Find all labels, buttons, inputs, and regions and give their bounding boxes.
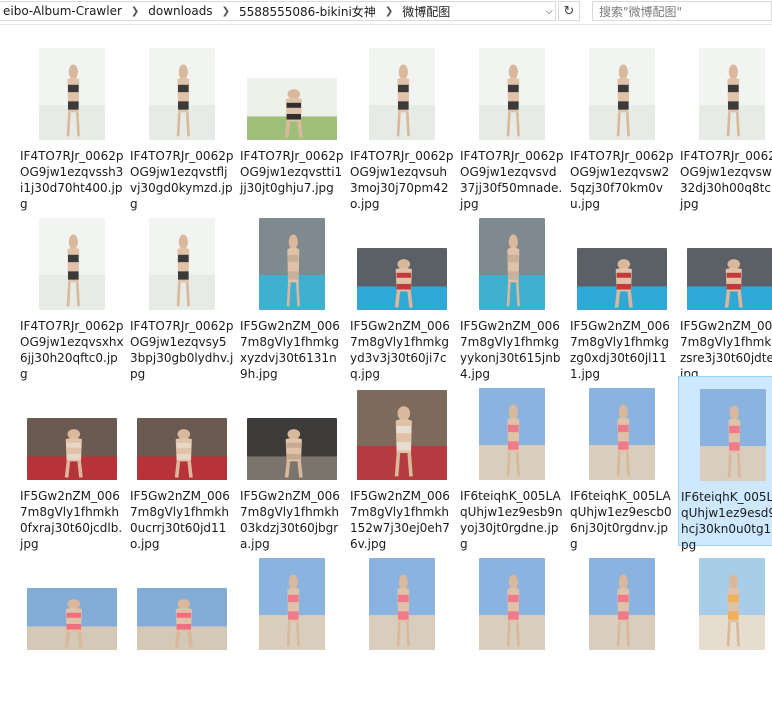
file-name: IF4TO7RJr_0062pOG9jw1ezqvstti1jj30jt0ghj…	[240, 149, 344, 195]
breadcrumb-item[interactable]: eibo-Album-Crawler	[3, 4, 122, 18]
image-thumbnail[interactable]	[39, 48, 105, 140]
file-name: IF4TO7RJr_0062pOG9jw1ezqvsvd37jj30f50mna…	[460, 149, 564, 211]
image-thumbnail[interactable]	[479, 558, 545, 650]
image-thumbnail[interactable]	[149, 218, 215, 310]
file-name: IF5Gw2nZM_0067m8gVly1fhmkgzsre3j30t60jdt…	[680, 319, 772, 381]
file-item[interactable]: IF4TO7RJr_0062pOG9jw1ezqvstti1jj30jt0ghj…	[238, 36, 346, 206]
file-grid: IF4TO7RJr_0062pOG9jw1ezqvssh3i1j30d70ht4…	[0, 24, 772, 650]
image-thumbnail[interactable]	[27, 418, 117, 480]
file-name: IF4TO7RJr_0062pOG9jw1ezqvsy53bpj30gb0lyd…	[130, 319, 234, 381]
file-item[interactable]: IF4TO7RJr_0062pOG9jw1ezqvsww32dj30h00q8t…	[678, 36, 772, 211]
image-thumbnail[interactable]	[589, 48, 655, 140]
file-name: IF4TO7RJr_0062pOG9jw1ezqvsww32dj30h00q8t…	[680, 149, 772, 211]
file-item[interactable]: IF6teiqhK_005LAqUhjw1ez9esd9jhcj30kn0u0t…	[678, 376, 772, 552]
file-item[interactable]: IF4TO7RJr_0062pOG9jw1ezqvsw25qzj30f70km0…	[568, 36, 676, 211]
search-placeholder: 搜索"微博配图"	[599, 4, 683, 19]
image-thumbnail[interactable]	[137, 418, 227, 480]
image-thumbnail[interactable]	[247, 418, 337, 480]
file-item[interactable]	[128, 546, 236, 716]
chevron-right-icon[interactable]: ❯	[130, 5, 140, 17]
file-name: IF6teiqhK_005LAqUhjw1ez9esb9nyoj30jt0rgd…	[460, 489, 563, 551]
file-item[interactable]: IF5Gw2nZM_0067m8gVly1fhmkgzg0xdj30t60jl1…	[568, 206, 676, 381]
file-item[interactable]	[348, 546, 456, 716]
file-item[interactable]: IF4TO7RJr_0062pOG9jw1ezqvstfljvj30gd0kym…	[128, 36, 236, 211]
file-name: IF5Gw2nZM_0067m8gVly1fhmkh0ucrrj30t60jd1…	[130, 489, 230, 551]
file-name: IF6teiqhK_005LAqUhjw1ez9esd9jhcj30kn0u0t…	[681, 490, 772, 552]
file-item[interactable]	[18, 546, 126, 716]
image-thumbnail[interactable]	[479, 48, 545, 140]
file-name: IF5Gw2nZM_0067m8gVly1fhmkgyykonj30t615jn…	[460, 319, 561, 381]
file-item[interactable]: IF5Gw2nZM_0067m8gVly1fhmkgzsre3j30t60jdt…	[678, 206, 772, 381]
search-input[interactable]: 搜索"微博配图"	[592, 1, 772, 21]
file-item[interactable]: IF5Gw2nZM_0067m8gVly1fhmkh0ucrrj30t60jd1…	[128, 376, 236, 551]
image-thumbnail[interactable]	[699, 48, 765, 140]
file-name: IF4TO7RJr_0062pOG9jw1ezqvstfljvj30gd0kym…	[130, 149, 234, 211]
image-thumbnail[interactable]	[589, 388, 655, 480]
image-thumbnail[interactable]	[479, 388, 545, 480]
file-name: IF6teiqhK_005LAqUhjw1ez9escb06nj30jt0rgd…	[570, 489, 672, 551]
file-name: IF5Gw2nZM_0067m8gVly1fhmkh03kdzj30t60jbg…	[240, 489, 340, 551]
file-item[interactable]: IF5Gw2nZM_0067m8gVly1fhmkgyd3v3j30t60ji7…	[348, 206, 456, 381]
file-item[interactable]: IF5Gw2nZM_0067m8gVly1fhmkh0fxraj30t60jcd…	[18, 376, 126, 551]
explorer-toolbar: eibo-Album-Crawler ❯ downloads ❯ 5588555…	[0, 0, 772, 25]
file-item[interactable]	[458, 546, 566, 716]
image-thumbnail[interactable]	[27, 588, 117, 650]
refresh-icon[interactable]: ↻	[558, 1, 580, 21]
image-thumbnail[interactable]	[699, 558, 765, 650]
file-item[interactable]: IF6teiqhK_005LAqUhjw1ez9esb9nyoj30jt0rgd…	[458, 376, 566, 551]
image-thumbnail[interactable]	[479, 218, 545, 310]
file-item[interactable]	[568, 546, 676, 716]
breadcrumb-item[interactable]: 5588555086-bikini女神	[238, 4, 376, 19]
file-item[interactable]: IF4TO7RJr_0062pOG9jw1ezqvssh3i1j30d70ht4…	[18, 36, 126, 211]
file-item[interactable]	[238, 546, 346, 716]
image-thumbnail[interactable]	[369, 558, 435, 650]
file-name: IF4TO7RJr_0062pOG9jw1ezqvsuh3moj30j70pm4…	[350, 149, 454, 211]
image-thumbnail[interactable]	[357, 390, 447, 480]
image-thumbnail[interactable]	[369, 48, 435, 140]
file-name: IF4TO7RJr_0062pOG9jw1ezqvsw25qzj30f70km0…	[570, 149, 674, 211]
image-thumbnail[interactable]	[700, 389, 766, 481]
file-name: IF5Gw2nZM_0067m8gVly1fhmkh152w7j30ej0eh7…	[350, 489, 450, 551]
image-thumbnail[interactable]	[247, 78, 337, 140]
image-thumbnail[interactable]	[259, 218, 325, 310]
image-thumbnail[interactable]	[39, 218, 105, 310]
file-item[interactable]: IF5Gw2nZM_0067m8gVly1fhmkgyykonj30t615jn…	[458, 206, 566, 381]
breadcrumb-item[interactable]: downloads	[148, 4, 213, 18]
image-thumbnail[interactable]	[577, 248, 667, 310]
file-item[interactable]: IF5Gw2nZM_0067m8gVly1fhmkh152w7j30ej0eh7…	[348, 376, 456, 551]
file-item[interactable]: IF4TO7RJr_0062pOG9jw1ezqvsxhx6jj30h20qft…	[18, 206, 126, 381]
file-item[interactable]	[678, 546, 772, 716]
file-item[interactable]: IF4TO7RJr_0062pOG9jw1ezqvsuh3moj30j70pm4…	[348, 36, 456, 211]
file-item[interactable]: IF4TO7RJr_0062pOG9jw1ezqvsvd37jj30f50mna…	[458, 36, 566, 211]
chevron-right-icon[interactable]: ❯	[384, 5, 394, 17]
image-thumbnail[interactable]	[259, 558, 325, 650]
chevron-down-icon[interactable]: ⌵	[545, 5, 553, 17]
file-name: IF4TO7RJr_0062pOG9jw1ezqvsxhx6jj30h20qft…	[20, 319, 124, 381]
file-item[interactable]: IF6teiqhK_005LAqUhjw1ez9escb06nj30jt0rgd…	[568, 376, 676, 551]
breadcrumb-item[interactable]: 微博配图	[402, 4, 451, 19]
file-item[interactable]: IF5Gw2nZM_0067m8gVly1fhmkgxyzdvj30t6131n…	[238, 206, 346, 381]
file-name: IF5Gw2nZM_0067m8gVly1fhmkgzg0xdj30t60jl1…	[570, 319, 670, 381]
file-item[interactable]: IF4TO7RJr_0062pOG9jw1ezqvsy53bpj30gb0lyd…	[128, 206, 236, 381]
file-name: IF5Gw2nZM_0067m8gVly1fhmkh0fxraj30t60jcd…	[20, 489, 123, 551]
image-thumbnail[interactable]	[137, 588, 227, 650]
image-thumbnail[interactable]	[149, 48, 215, 140]
file-name: IF5Gw2nZM_0067m8gVly1fhmkgyd3v3j30t60ji7…	[350, 319, 450, 381]
image-thumbnail[interactable]	[589, 558, 655, 650]
image-thumbnail[interactable]	[357, 248, 447, 310]
address-bar[interactable]: eibo-Album-Crawler ❯ downloads ❯ 5588555…	[0, 1, 556, 21]
file-name: IF4TO7RJr_0062pOG9jw1ezqvssh3i1j30d70ht4…	[20, 149, 124, 211]
file-item[interactable]: IF5Gw2nZM_0067m8gVly1fhmkh03kdzj30t60jbg…	[238, 376, 346, 551]
file-name: IF5Gw2nZM_0067m8gVly1fhmkgxyzdvj30t6131n…	[240, 319, 340, 381]
chevron-right-icon[interactable]: ❯	[221, 5, 230, 17]
image-thumbnail[interactable]	[687, 248, 772, 310]
